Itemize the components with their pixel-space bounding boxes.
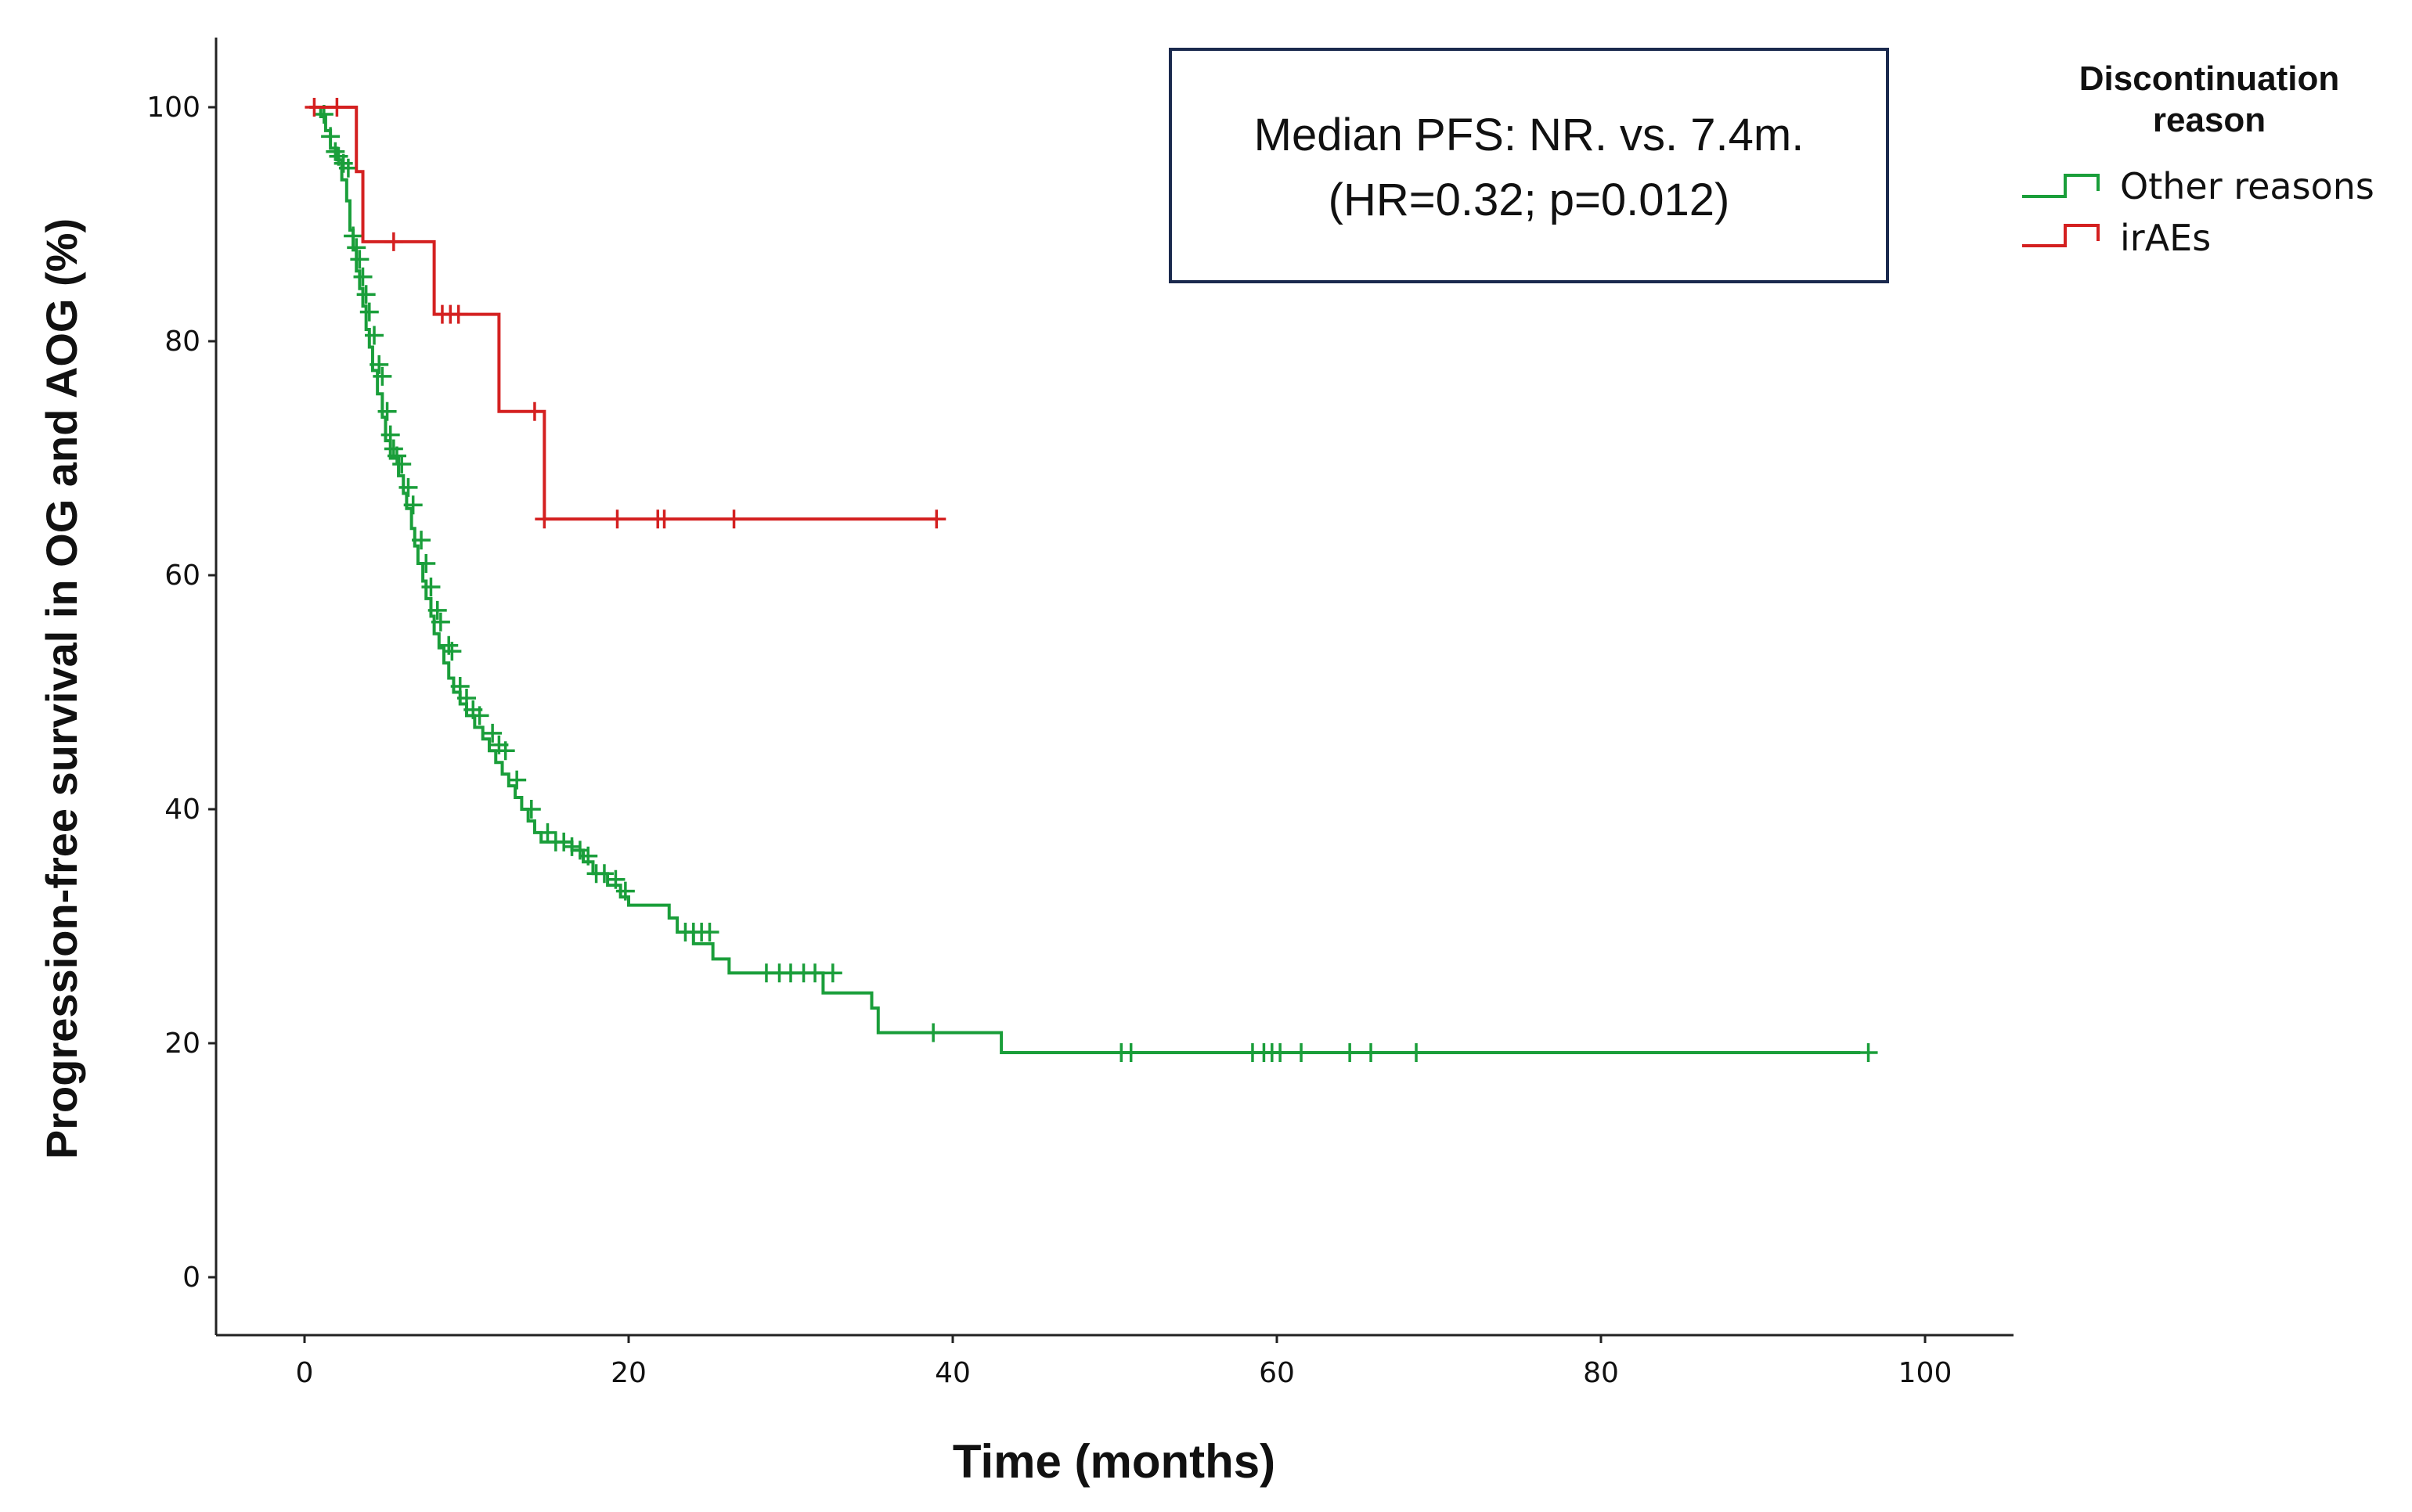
censor-mark xyxy=(507,770,527,790)
annotation-median-pfs: Median PFS: NR. vs. 7.4m. xyxy=(1254,110,1804,160)
censor-mark xyxy=(387,446,406,466)
censor-mark xyxy=(403,495,423,515)
censor-mark xyxy=(1292,1042,1311,1062)
censor-mark xyxy=(449,304,468,324)
censor-mark xyxy=(562,837,582,856)
y-axis-ticks: 0 20 40 60 80 100 xyxy=(146,92,216,1294)
y-tick-label: 0 xyxy=(182,1262,200,1294)
censor-mark xyxy=(442,642,462,661)
censor-mark xyxy=(380,425,400,445)
x-tick-label: 40 xyxy=(935,1357,971,1389)
censor-mark xyxy=(1361,1042,1381,1062)
censor-mark xyxy=(384,232,403,251)
censor-mark xyxy=(1859,1042,1878,1062)
censor-mark xyxy=(326,142,345,161)
series-line-other-reasons xyxy=(312,106,1861,1054)
censor-mark xyxy=(483,723,503,743)
censor-mark xyxy=(457,688,476,707)
censor-mark xyxy=(554,832,574,851)
censor-mark xyxy=(924,1023,943,1042)
x-tick-label: 20 xyxy=(611,1357,647,1389)
censor-mark xyxy=(579,846,598,866)
censor-mark xyxy=(606,869,626,889)
legend-swatch-other-reasons xyxy=(2022,174,2100,198)
censor-mark xyxy=(521,800,541,819)
x-tick-label: 0 xyxy=(296,1357,314,1389)
censor-mark xyxy=(347,238,366,257)
censor-mark xyxy=(370,355,389,374)
censor-mark xyxy=(321,127,341,146)
censor-mark xyxy=(806,963,825,983)
censor-mark xyxy=(654,509,674,529)
legend-title-line1: Discontinuation xyxy=(2079,59,2339,98)
censor-mark xyxy=(359,302,379,322)
x-tick-label: 100 xyxy=(1898,1357,1952,1389)
censor-mark xyxy=(535,509,554,529)
annotation-frame xyxy=(1169,48,1889,283)
series-line-iraes xyxy=(309,106,937,521)
censor-mark xyxy=(470,706,489,725)
censor-mark xyxy=(823,963,842,983)
censor-mark xyxy=(344,226,363,246)
legend-label-other-reasons: Other reasons xyxy=(2120,165,2374,207)
censor-mark xyxy=(333,153,353,173)
legend-label-iraes: irAEs xyxy=(2120,217,2211,259)
plot-area: 0 20 40 60 80 100 0 20 40 60 80 100 xyxy=(146,38,2014,1389)
censor-mark xyxy=(538,823,557,842)
censor-mark xyxy=(392,454,412,473)
y-tick-label: 20 xyxy=(164,1028,200,1060)
censor-mark xyxy=(594,864,614,884)
censor-mark xyxy=(416,554,436,574)
censor-mark xyxy=(350,250,370,269)
censor-mark xyxy=(700,922,719,941)
censor-mark xyxy=(927,509,946,529)
censor-mark xyxy=(724,509,744,529)
legend-swatch-iraes xyxy=(2022,224,2100,247)
censor-mark xyxy=(305,98,324,117)
x-axis-ticks: 0 20 40 60 80 100 xyxy=(296,1335,1952,1389)
censor-mark xyxy=(365,326,384,345)
censor-mark xyxy=(1340,1042,1360,1062)
annotation-hr-p: (HR=0.32; p=0.012) xyxy=(1329,175,1730,225)
y-tick-label: 60 xyxy=(164,560,200,592)
censor-mark xyxy=(1407,1042,1426,1062)
censor-mark xyxy=(377,401,397,421)
x-tick-label: 80 xyxy=(1583,1357,1619,1389)
censor-mark xyxy=(398,477,418,497)
censor-mark xyxy=(421,577,441,596)
censor-mark xyxy=(1271,1042,1290,1062)
y-tick-label: 40 xyxy=(164,794,200,826)
censor-mark xyxy=(353,267,373,286)
censor-mark xyxy=(608,509,627,529)
censor-marks-iraes xyxy=(305,98,946,529)
censor-mark xyxy=(431,612,450,632)
series-layer xyxy=(305,98,1878,1062)
censor-mark xyxy=(427,600,447,620)
censor-mark xyxy=(615,881,635,901)
censor-mark xyxy=(338,158,358,178)
y-axis-title: Progression-free survival in OG and AOG … xyxy=(37,218,86,1159)
censor-marks-other-reasons xyxy=(314,104,1878,1062)
x-tick-label: 60 xyxy=(1259,1357,1295,1389)
censor-mark xyxy=(412,531,431,550)
censor-mark xyxy=(327,98,347,117)
legend-title-line2: reason xyxy=(2153,101,2266,139)
censor-mark xyxy=(373,366,392,386)
annotation-box: Median PFS: NR. vs. 7.4m. (HR=0.32; p=0.… xyxy=(1169,48,1889,283)
censor-mark xyxy=(450,677,470,697)
y-tick-label: 80 xyxy=(164,326,200,358)
censor-mark xyxy=(356,285,376,304)
censor-mark xyxy=(1121,1042,1141,1062)
y-tick-label: 100 xyxy=(146,92,200,124)
censor-mark xyxy=(496,741,515,761)
legend: Discontinuation reason Other reasons irA… xyxy=(2022,59,2374,259)
censor-mark xyxy=(525,401,544,421)
x-axis-title: Time (months) xyxy=(953,1435,1275,1488)
